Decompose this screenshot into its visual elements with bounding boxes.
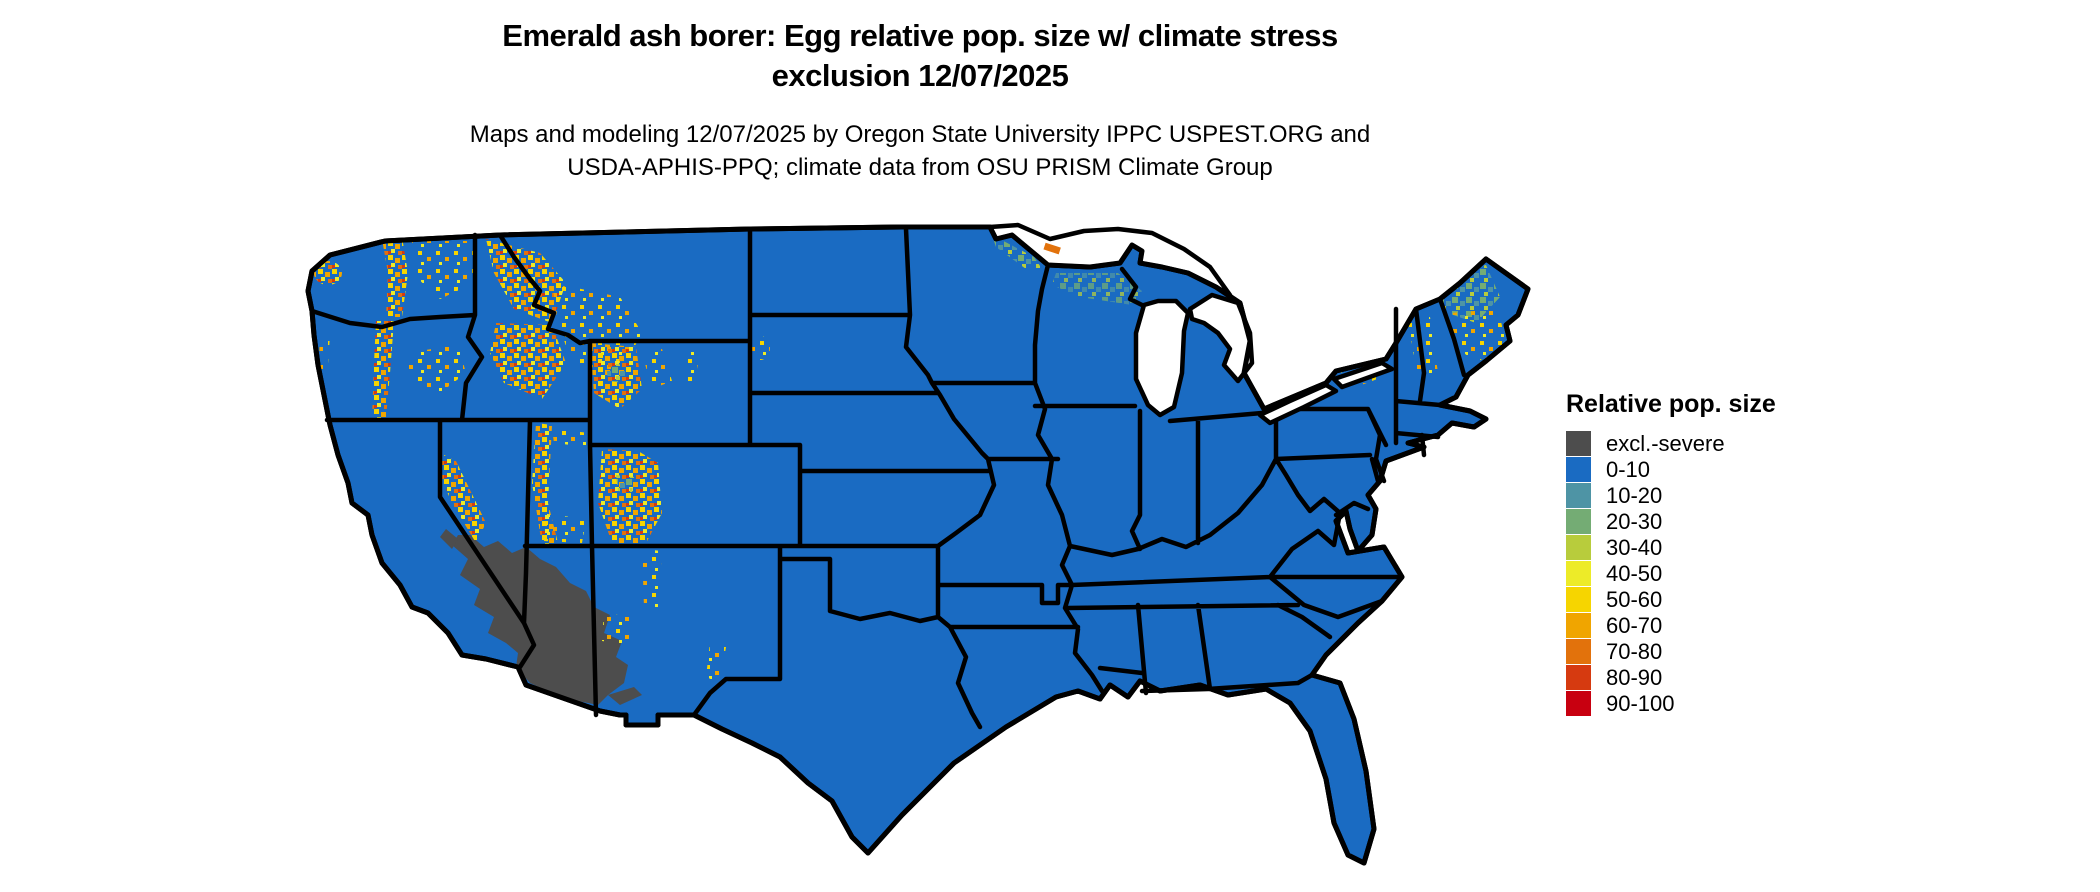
wisconsin-up-speckle [1052,273,1142,305]
us-map [290,213,1540,885]
legend-label: 10-20 [1606,483,1663,508]
legend-row: excl.-severe [1566,431,1896,456]
lake-michigan [1133,298,1191,418]
legend-row: 90-100 [1566,691,1896,716]
black-hills-speckle [750,336,770,360]
uinta-speckle [552,429,590,447]
central-idaho-speckle [490,323,566,399]
or-cascades-speckle [372,321,394,418]
map-subtitle-line1: Maps and modeling 12/07/2025 by Oregon S… [469,121,1371,148]
legend-row: 0-10 [1566,457,1896,482]
lake-ontario [1331,360,1395,390]
legend-row: 30-40 [1566,535,1896,560]
bighorn-speckle [682,349,700,385]
legend-swatch [1566,639,1591,664]
map-subtitle-line2: USDA-APHIS-PPQ; climate data from OSU PR… [567,154,1273,181]
west-texas-speckle [706,643,726,683]
olympics-speckle [314,261,342,285]
us-map-svg [305,222,1531,866]
legend-swatch [1566,613,1591,638]
legend-row: 50-60 [1566,587,1896,612]
legend-row: 70-80 [1566,639,1896,664]
legend-label: 30-40 [1606,535,1663,560]
idaho-panhandle-speckle [486,239,566,323]
windriver-speckle [642,349,672,389]
legend-row: 20-30 [1566,509,1896,534]
legend-label: 50-60 [1606,587,1663,612]
minnesota-arrowhead-speckle [992,235,1042,269]
gila-speckle [602,613,632,645]
maine-central-speckle [1450,309,1506,363]
legend-items: excl.-severe 0-10 10-20 20-30 [1566,431,1896,716]
mountain-speckles-west [314,237,770,683]
map-title: Emerald ash borer: Egg relative pop. siz… [0,16,1840,96]
colorado-rockies-speckle [598,449,662,543]
legend-label: 20-30 [1606,509,1663,534]
map-title-line1: Emerald ash borer: Egg relative pop. siz… [502,18,1338,53]
legend-label: 90-100 [1606,691,1675,716]
ne-wa-speckle [412,241,474,299]
legend-row: 10-20 [1566,483,1896,508]
blue-mountains-speckle [406,345,466,393]
wasatch-speckle [532,423,558,545]
legend-swatch [1566,665,1591,690]
maine-coast-spot [1502,351,1507,356]
lake-erie [1257,382,1339,426]
legend-swatch [1566,535,1591,560]
legend-label: 70-80 [1606,639,1663,664]
colorado-core-speckle [616,475,634,493]
map-subtitle: Maps and modeling 12/07/2025 by Oregon S… [0,118,1840,184]
legend-label: excl.-severe [1606,431,1725,456]
legend-label: 0-10 [1606,457,1651,482]
legend-swatch [1566,483,1591,508]
legend-swatch [1566,431,1591,456]
isle-royale-spot [1043,242,1061,255]
legend-label: 40-50 [1606,561,1663,586]
map-legend: Relative pop. size excl.-severe 0-10 10-… [1566,390,1896,717]
yellowstone-core-speckle [606,363,626,383]
legend-row: 80-90 [1566,665,1896,690]
legend-swatch [1566,457,1591,482]
legend-swatch [1566,509,1591,534]
sangre-de-cristo-speckle [642,549,662,609]
legend-label: 60-70 [1606,613,1663,638]
legend-swatch [1566,561,1591,586]
map-title-line2: exclusion 12/07/2025 [771,58,1069,93]
legend-swatch [1566,691,1591,716]
legend-row: 60-70 [1566,613,1896,638]
us-outline [305,224,1531,866]
legend-label: 80-90 [1606,665,1663,690]
south-utah-speckle [540,513,586,543]
state-borders [309,226,1467,730]
wa-cascades-speckle [382,237,408,317]
sierra-nevada-speckle [438,453,486,543]
maine-coast-spot [1514,343,1519,348]
legend-title: Relative pop. size [1566,390,1776,418]
legend-row: 40-50 [1566,561,1896,586]
legend-swatch [1566,587,1591,612]
